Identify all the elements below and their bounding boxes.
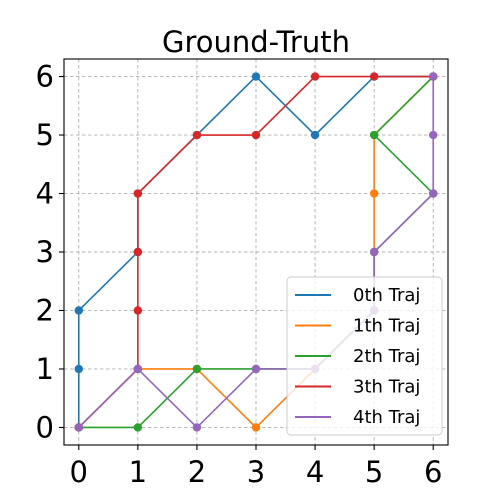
legend-label: 1th Traj (353, 316, 420, 337)
y-tick-label: 0 (36, 410, 54, 444)
y-tick-label: 4 (36, 177, 54, 211)
x-tick-label: 5 (365, 455, 383, 489)
series-point (74, 364, 83, 374)
series-point (369, 189, 379, 198)
series-point (133, 247, 143, 257)
series-point (369, 247, 379, 257)
legend-label: 2th Traj (353, 346, 420, 367)
series-point (310, 130, 320, 140)
series-point (192, 364, 202, 374)
y-tick-label: 3 (36, 235, 54, 269)
series-point (369, 130, 379, 140)
series-point (133, 189, 143, 198)
series-point (133, 364, 143, 374)
series-point (251, 423, 261, 432)
legend: 0th Traj 1th Traj 2th Traj 3th Traj 4th Traj (286, 276, 443, 436)
series-point (429, 72, 438, 81)
series-line (78, 75, 434, 429)
x-tick-label: 1 (129, 455, 147, 489)
series-layer (74, 72, 438, 432)
series-point (369, 72, 379, 81)
chart-title: Ground-Truth (162, 25, 350, 59)
y-tick-label: 5 (36, 118, 54, 152)
y-tick-label: 2 (36, 293, 54, 327)
series-point (251, 364, 261, 374)
legend-label: 3th Traj (353, 377, 420, 398)
x-tick-label: 2 (188, 455, 206, 489)
x-tick-label: 0 (70, 455, 88, 489)
series-point (133, 306, 143, 315)
axis-ticks: 0 1 2 3 4 5 6 0 1 2 3 4 5 6 (36, 60, 443, 489)
series-point (251, 130, 261, 140)
series-point (74, 306, 83, 315)
x-tick-label: 3 (247, 455, 265, 489)
series-point (192, 130, 202, 140)
series-point (133, 423, 143, 432)
series-point (192, 423, 202, 432)
legend-label: 4th Traj (353, 407, 420, 428)
legend-label: 0th Traj (353, 285, 420, 306)
series-point (429, 189, 438, 198)
y-tick-label: 6 (36, 60, 54, 94)
series-point (429, 130, 438, 140)
series-point (74, 423, 83, 432)
series-point (310, 72, 320, 81)
legend-box (286, 276, 443, 436)
x-tick-label: 6 (424, 455, 442, 489)
y-tick-label: 1 (36, 352, 54, 386)
series-point (251, 72, 261, 81)
x-tick-label: 4 (306, 455, 324, 489)
